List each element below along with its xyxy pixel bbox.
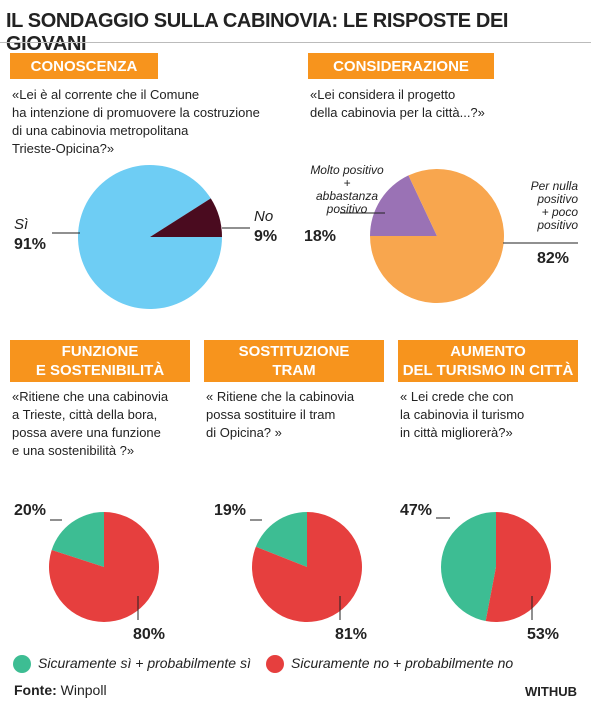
category-label: Sì xyxy=(14,216,29,233)
value-label: 9% xyxy=(254,228,278,245)
panel-title: CONOSCENZA xyxy=(10,53,158,79)
source: Fonte: Winpoll xyxy=(14,682,107,698)
pie-slice xyxy=(440,512,496,622)
pie-slice xyxy=(150,198,222,237)
panel-title: CONSIDERAZIONE xyxy=(308,53,494,79)
pie-slice xyxy=(49,512,160,623)
brand: WITHUB xyxy=(525,684,577,699)
question: « Lei crede che con la cabinovia il turi… xyxy=(400,389,525,440)
pie-slice xyxy=(252,512,363,622)
value-label: 20% xyxy=(14,502,47,519)
pie-slice xyxy=(370,175,437,236)
legend-label: Sicuramente sì + probabilmente sì xyxy=(38,655,251,671)
panel-title: FUNZIONE E SOSTENIBILITÀ xyxy=(10,340,190,382)
panel-title: AUMENTO DEL TURISMO IN CITTÀ xyxy=(398,340,578,382)
value-label: 53% xyxy=(527,626,560,643)
value-label: 82% xyxy=(537,250,570,267)
main-title: IL SONDAGGIO SULLA CABINOVIA: LE RISPOST… xyxy=(6,10,509,55)
legend-swatch xyxy=(266,655,284,673)
source-name: Winpoll xyxy=(60,682,107,698)
value-label: 18% xyxy=(304,228,337,245)
value-label: 81% xyxy=(335,626,368,643)
question: «Lei è al corrente che il Comune ha inte… xyxy=(12,87,260,156)
question: «Lei considera il progetto della cabinov… xyxy=(310,87,485,120)
legend-swatch xyxy=(13,655,31,673)
value-label: 19% xyxy=(214,502,247,519)
category-label: Molto positivo + abbastanza positivo xyxy=(310,163,384,216)
value-label: 91% xyxy=(14,236,47,253)
value-label: 80% xyxy=(133,626,166,643)
category-label: No xyxy=(254,208,274,225)
legend-label: Sicuramente no + probabilmente no xyxy=(291,655,514,671)
question: « Ritiene che la cabinovia possa sostitu… xyxy=(206,389,355,440)
value-label: 47% xyxy=(400,502,433,519)
source-label: Fonte: xyxy=(14,682,57,698)
panel-title: SOSTITUZIONE TRAM xyxy=(204,340,384,382)
pie-slice xyxy=(485,512,551,622)
question: «Ritiene che una cabinovia a Trieste, ci… xyxy=(12,389,169,458)
pie-slice xyxy=(51,512,104,567)
pie-slice xyxy=(370,169,504,303)
rule xyxy=(0,42,591,43)
pie-slice xyxy=(255,511,307,567)
category-label: Per nulla positivo + poco positivo xyxy=(530,179,578,232)
